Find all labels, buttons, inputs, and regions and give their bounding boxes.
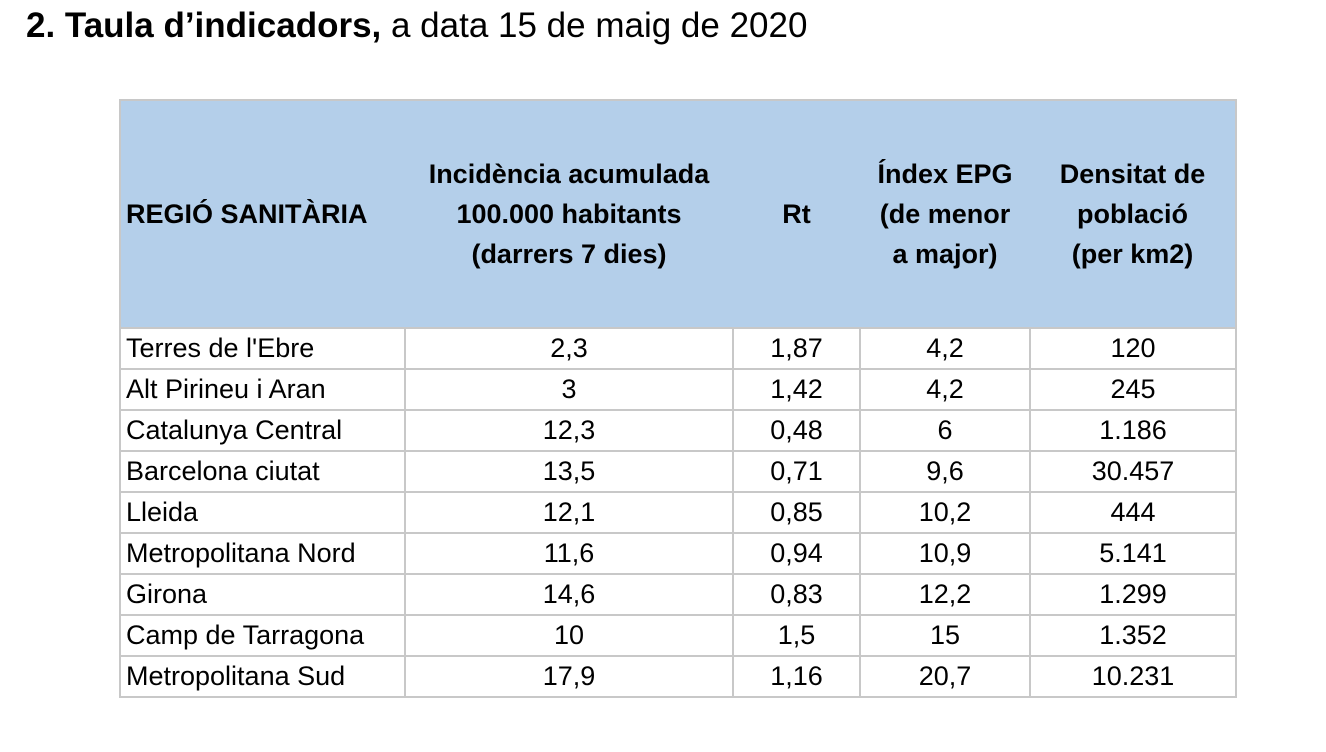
table-row: Metropolitana Sud 17,9 1,16 20,7 10.231 — [119, 655, 1237, 698]
table-row: Barcelona ciutat 13,5 0,71 9,6 30.457 — [119, 450, 1237, 493]
cell-rt: 0,85 — [732, 491, 861, 534]
cell-region: Barcelona ciutat — [119, 450, 406, 493]
column-header-rt: Rt — [733, 100, 860, 328]
cell-rt: 1,87 — [732, 327, 861, 370]
cell-incidence: 2,3 — [404, 327, 734, 370]
cell-epg-index: 4,2 — [859, 368, 1031, 411]
cell-incidence: 13,5 — [404, 450, 734, 493]
cell-density: 444 — [1029, 491, 1237, 534]
cell-epg-index: 10,9 — [859, 532, 1031, 575]
cell-rt: 1,5 — [732, 614, 861, 657]
title-date: a data 15 de maig de 2020 — [381, 6, 808, 45]
table-row: Terres de l'Ebre 2,3 1,87 4,2 120 — [119, 327, 1237, 370]
page-title: 2. Taula d’indicadors, a data 15 de maig… — [26, 4, 807, 48]
cell-epg-index: 6 — [859, 409, 1031, 452]
cell-epg-index: 9,6 — [859, 450, 1031, 493]
cell-density: 1.352 — [1029, 614, 1237, 657]
cell-region: Metropolitana Sud — [119, 655, 406, 698]
cell-rt: 1,16 — [732, 655, 861, 698]
cell-region: Lleida — [119, 491, 406, 534]
column-header-incidence: Incidència acumulada 100.000 habitants (… — [405, 100, 733, 328]
cell-incidence: 12,1 — [404, 491, 734, 534]
table-header-row: REGIÓ SANITÀRIA Incidència acumulada 100… — [120, 100, 1236, 328]
title-bold: 2. Taula d’indicadors, — [26, 6, 382, 45]
cell-incidence: 3 — [404, 368, 734, 411]
cell-rt: 0,48 — [732, 409, 861, 452]
indicators-table: REGIÓ SANITÀRIA Incidència acumulada 100… — [119, 99, 1237, 698]
cell-density: 5.141 — [1029, 532, 1237, 575]
cell-region: Camp de Tarragona — [119, 614, 406, 657]
table-row: Metropolitana Nord 11,6 0,94 10,9 5.141 — [119, 532, 1237, 575]
cell-rt: 1,42 — [732, 368, 861, 411]
column-header-region: REGIÓ SANITÀRIA — [120, 100, 405, 328]
cell-density: 245 — [1029, 368, 1237, 411]
cell-epg-index: 12,2 — [859, 573, 1031, 616]
table-row: Camp de Tarragona 10 1,5 15 1.352 — [119, 614, 1237, 657]
cell-incidence: 11,6 — [404, 532, 734, 575]
cell-incidence: 14,6 — [404, 573, 734, 616]
cell-density: 10.231 — [1029, 655, 1237, 698]
table-row: Girona 14,6 0,83 12,2 1.299 — [119, 573, 1237, 616]
cell-density: 1.186 — [1029, 409, 1237, 452]
cell-incidence: 17,9 — [404, 655, 734, 698]
cell-rt: 0,83 — [732, 573, 861, 616]
cell-density: 30.457 — [1029, 450, 1237, 493]
cell-region: Alt Pirineu i Aran — [119, 368, 406, 411]
cell-incidence: 10 — [404, 614, 734, 657]
cell-rt: 0,94 — [732, 532, 861, 575]
column-header-density: Densitat de població (per km2) — [1030, 100, 1236, 328]
cell-rt: 0,71 — [732, 450, 861, 493]
cell-density: 120 — [1029, 327, 1237, 370]
cell-region: Girona — [119, 573, 406, 616]
table-row: Catalunya Central 12,3 0,48 6 1.186 — [119, 409, 1237, 452]
cell-region: Terres de l'Ebre — [119, 327, 406, 370]
table-row: Lleida 12,1 0,85 10,2 444 — [119, 491, 1237, 534]
cell-epg-index: 4,2 — [859, 327, 1031, 370]
cell-region: Catalunya Central — [119, 409, 406, 452]
cell-epg-index: 20,7 — [859, 655, 1031, 698]
column-header-epg-index: Índex EPG (de menor a major) — [860, 100, 1030, 328]
table-row: Alt Pirineu i Aran 3 1,42 4,2 245 — [119, 368, 1237, 411]
cell-epg-index: 15 — [859, 614, 1031, 657]
cell-region: Metropolitana Nord — [119, 532, 406, 575]
cell-density: 1.299 — [1029, 573, 1237, 616]
cell-epg-index: 10,2 — [859, 491, 1031, 534]
cell-incidence: 12,3 — [404, 409, 734, 452]
